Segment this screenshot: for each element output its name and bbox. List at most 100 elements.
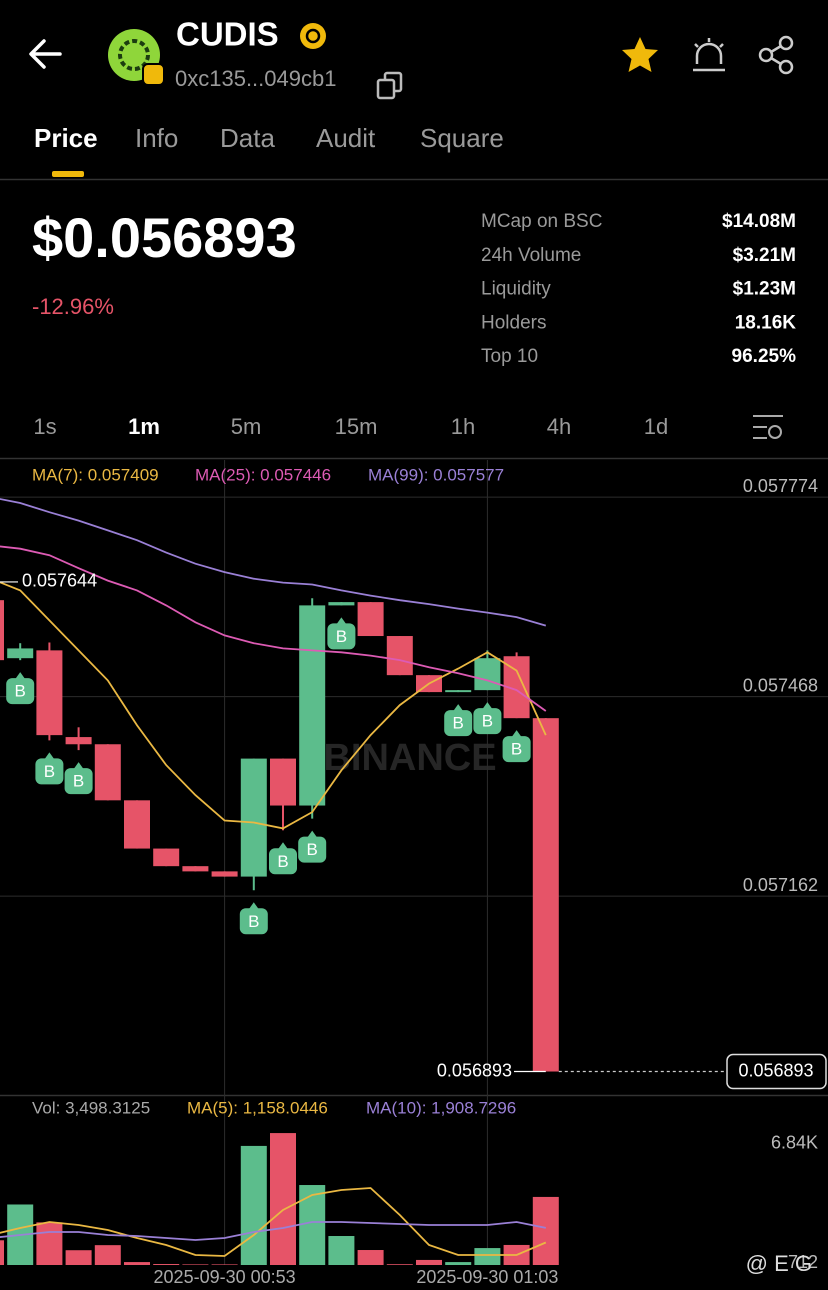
buy-marker-badge: [327, 623, 356, 650]
watermark: BINANCE: [323, 737, 496, 779]
interval-tab[interactable]: 1s: [33, 414, 56, 439]
buy-marker-label: B: [277, 852, 288, 871]
buy-marker-label: B: [44, 762, 55, 781]
volume-indicator-legend: MA(5): 1,158.0446: [187, 1098, 328, 1117]
candle-body: [532, 718, 559, 1072]
y-tick-label: 0.057162: [743, 875, 818, 895]
candle-body: [270, 758, 296, 806]
tab[interactable]: Info: [135, 123, 178, 153]
candle-body: [211, 871, 238, 877]
volume-bar: [532, 1196, 559, 1265]
tab[interactable]: Square: [420, 123, 504, 153]
buy-marker-pointer: [44, 752, 55, 760]
volume-bar: [328, 1236, 355, 1265]
candle-body: [7, 648, 34, 659]
buy-marker-badge: [502, 736, 531, 763]
buy-marker-badge: [298, 836, 327, 863]
tab[interactable]: Data: [220, 123, 275, 153]
buy-marker-label: B: [248, 912, 259, 931]
candle-body: [65, 737, 92, 745]
volume-bar: [65, 1250, 92, 1265]
at-icon-inner: [305, 28, 321, 44]
token-avatar-logo: [118, 39, 150, 71]
back-button[interactable]: [29, 39, 62, 69]
interval-tab[interactable]: 1m: [128, 414, 160, 439]
indicator-legend: MA(99): 0.057577: [368, 465, 504, 484]
buy-marker-label: B: [73, 772, 84, 791]
indicator-line: [0, 498, 547, 627]
y-tick-label: 0.057774: [743, 476, 818, 496]
buy-marker-pointer: [278, 842, 288, 850]
volume-bar: [124, 1262, 150, 1265]
interval-tab[interactable]: 1h: [451, 414, 475, 439]
candle-body: [153, 848, 180, 867]
buy-marker-pointer: [482, 702, 493, 710]
indicator-line: [0, 545, 547, 712]
stat-value: $14.08M: [722, 211, 796, 232]
stat-label: Top 10: [481, 346, 538, 367]
volume-bar: [211, 1264, 238, 1265]
volume-bar: [386, 1264, 413, 1265]
volume-bar: [182, 1264, 209, 1265]
stat-label: Liquidity: [481, 279, 551, 300]
volume-tick-label: 6.84K: [771, 1133, 818, 1153]
tab-indicator: [52, 171, 84, 177]
token-name: CUDIS: [176, 16, 279, 53]
buy-marker-pointer: [248, 902, 259, 910]
token-address: 0xc135...049cb1: [175, 66, 336, 91]
buy-marker: B: [35, 752, 64, 785]
settings-gear: [768, 425, 782, 439]
volume-bar: [0, 1240, 4, 1265]
tab[interactable]: Audit: [316, 123, 376, 153]
share-node: [778, 59, 794, 75]
candlestick-chart: 0.057774 0.057468 0.057162 2025-09-30 00:53…: [0, 460, 828, 1287]
volume-indicator-legend: MA(10): 1,908.7296: [366, 1098, 516, 1117]
volume-bar: [153, 1264, 180, 1265]
buy-marker-pointer: [307, 830, 318, 838]
candle-body: [0, 600, 4, 661]
alert-button[interactable]: [693, 38, 725, 72]
last-price-label: 0.056893: [437, 1060, 512, 1080]
share-node: [778, 35, 794, 51]
volume-tick-label: 712: [788, 1252, 818, 1272]
candle-body: [124, 800, 150, 849]
buy-marker: B: [269, 842, 297, 875]
buy-marker-label: B: [453, 714, 464, 733]
copy-icon-front: [376, 78, 396, 100]
buy-marker-pointer: [511, 730, 522, 738]
candle-body: [182, 866, 209, 872]
buy-marker-label: B: [307, 840, 318, 859]
chart-settings-button[interactable]: [753, 415, 783, 439]
stat-value: $1.23M: [733, 279, 796, 300]
share-button[interactable]: [758, 35, 794, 75]
y-tick-label: 0.057468: [743, 675, 818, 695]
buy-marker-badge: [35, 758, 64, 785]
indicator-line: [0, 1221, 546, 1241]
buy-marker-badge: [64, 768, 93, 795]
favorite-star[interactable]: [622, 37, 658, 72]
buy-marker-pointer: [73, 762, 84, 770]
stats-panel: MCap on BSC $14.08M 24h Volume $3.21M Liquid…: [481, 211, 796, 367]
buy-marker-badge: [269, 848, 297, 875]
buy-marker: B: [6, 672, 35, 705]
tab[interactable]: Price: [34, 123, 98, 153]
x-tick-label: 2025-09-30 01:03: [416, 1267, 558, 1287]
high-label: 0.057644: [22, 571, 97, 591]
interval-tab[interactable]: 1d: [644, 414, 668, 439]
copy-button[interactable]: [376, 71, 403, 100]
stat-label: 24h Volume: [481, 245, 581, 266]
buy-marker: B: [502, 730, 531, 763]
interval-tab[interactable]: 5m: [231, 414, 262, 439]
interval-tab[interactable]: 4h: [547, 414, 571, 439]
volume-bar: [357, 1250, 384, 1265]
buy-marker-badge: [6, 678, 35, 705]
volume-bar: [474, 1248, 501, 1265]
buy-marker-badge: [239, 908, 268, 935]
share-links: [770, 44, 782, 66]
indicator-line: [0, 1187, 547, 1257]
buy-marker-badge: [444, 710, 473, 737]
indicator-line: [0, 581, 547, 830]
interval-tab[interactable]: 15m: [335, 414, 378, 439]
